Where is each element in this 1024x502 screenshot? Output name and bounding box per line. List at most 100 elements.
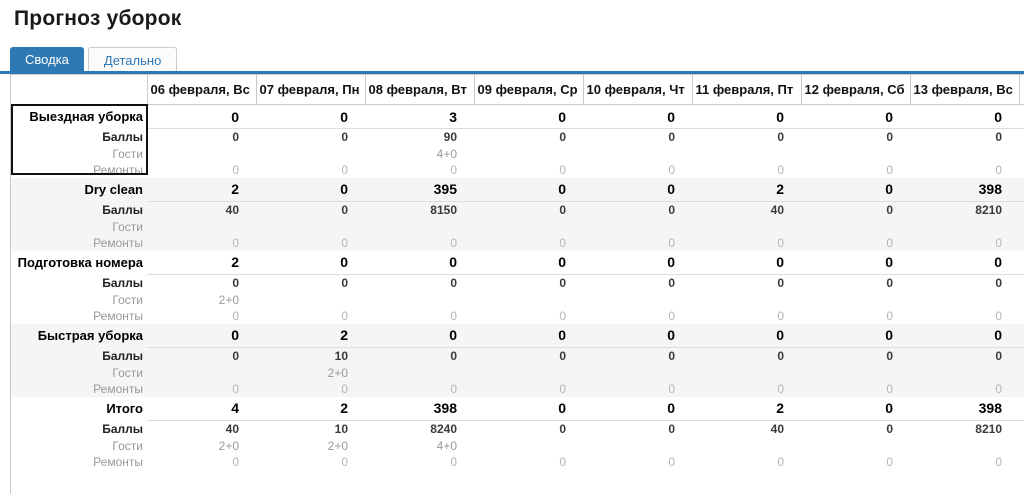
sub-value-cell[interactable] [583, 364, 692, 381]
sub-value-cell[interactable] [256, 292, 365, 308]
group-value-cell[interactable]: 0 [910, 323, 1019, 348]
sub-value-cell[interactable]: 0 [801, 380, 910, 397]
sub-value-cell[interactable] [365, 218, 474, 235]
group-label[interactable]: Быстрая уборка [11, 323, 147, 348]
sub-value-cell[interactable] [147, 364, 256, 381]
sub-value-cell[interactable]: 0 [668, 276, 675, 291]
group-value-cell[interactable]: 2 [147, 250, 256, 275]
sub-value-cell[interactable] [910, 218, 1019, 235]
sub-value-cell[interactable]: 0 [365, 380, 474, 397]
group-value-cell[interactable]: 0 [474, 177, 583, 202]
sub-value-cell[interactable]: 0 [668, 162, 675, 177]
sub-value-cell[interactable] [474, 438, 583, 454]
sub-value-cell[interactable]: 0 [256, 201, 365, 219]
group-value-cell[interactable]: 3 [365, 104, 474, 129]
sub-value-cell[interactable]: 0 [341, 162, 348, 177]
sub-value-cell[interactable]: 0 [583, 347, 692, 365]
group-value-cell[interactable]: 0 [365, 250, 474, 275]
sub-value-cell[interactable]: 0 [232, 162, 239, 177]
sub-value-cell[interactable]: 0 [995, 276, 1002, 291]
sub-value-cell[interactable]: 0 [777, 454, 784, 469]
group-value-cell[interactable]: 0 [692, 323, 801, 348]
sub-value-cell[interactable]: 0 [450, 454, 457, 469]
sub-value-cell[interactable]: 40 [692, 201, 801, 219]
sub-value-cell[interactable]: 40 [147, 201, 256, 219]
sub-value-cell[interactable]: 8210 [975, 422, 1002, 437]
sub-value-cell[interactable]: 8150 [365, 201, 474, 219]
sub-value-cell[interactable]: 0 [559, 162, 566, 177]
sub-value-cell[interactable]: 0 [583, 201, 692, 219]
sub-value-cell[interactable]: 0 [365, 347, 474, 365]
group-value-cell[interactable]: 4 [147, 396, 256, 421]
sub-value-cell[interactable] [474, 146, 583, 162]
group-value-cell[interactable]: 0 [910, 250, 1019, 275]
group-value-cell[interactable]: 0 [692, 104, 801, 129]
sub-value-cell[interactable]: 0 [801, 201, 910, 219]
sub-value-cell[interactable]: 0 [256, 380, 365, 397]
sub-value-cell[interactable] [365, 292, 474, 308]
group-value-cell[interactable]: 0 [365, 323, 474, 348]
sub-value-cell[interactable]: 0 [256, 234, 365, 251]
sub-value-cell[interactable] [801, 292, 910, 308]
sub-value-cell[interactable]: 0 [232, 454, 239, 469]
sub-value-cell[interactable] [910, 292, 1019, 308]
group-value-cell[interactable]: 0 [474, 104, 583, 129]
group-value-cell[interactable]: 2 [692, 396, 801, 421]
group-value-cell[interactable]: 0 [256, 250, 365, 275]
group-value-cell[interactable]: 0 [474, 323, 583, 348]
sub-value-cell[interactable]: 2+0 [218, 292, 239, 307]
sub-value-cell[interactable]: 0 [450, 162, 457, 177]
sub-value-cell[interactable]: 40 [770, 422, 784, 437]
group-value-cell[interactable]: 398 [365, 396, 474, 421]
sub-value-cell[interactable] [910, 438, 1019, 454]
sub-value-cell[interactable]: 0 [910, 380, 1019, 397]
sub-value-cell[interactable]: 0 [801, 234, 910, 251]
sub-value-cell[interactable]: 10 [256, 347, 365, 365]
sub-value-cell[interactable] [474, 218, 583, 235]
group-value-cell[interactable]: 0 [801, 177, 910, 202]
group-value-cell[interactable]: 398 [910, 396, 1019, 421]
sub-value-cell[interactable]: 0 [232, 276, 239, 291]
sub-value-cell[interactable]: 0 [559, 454, 566, 469]
sub-value-cell[interactable]: 0 [995, 454, 1002, 469]
sub-value-cell[interactable] [801, 438, 910, 454]
sub-value-cell[interactable]: 0 [886, 454, 893, 469]
sub-value-cell[interactable] [474, 292, 583, 308]
sub-value-cell[interactable]: 0 [341, 276, 348, 291]
group-value-cell[interactable]: 0 [583, 177, 692, 202]
group-value-cell[interactable]: 2 [147, 177, 256, 202]
sub-value-cell[interactable]: 0 [692, 380, 801, 397]
sub-value-cell[interactable] [801, 146, 910, 162]
sub-value-cell[interactable]: 0 [801, 347, 910, 365]
sub-value-cell[interactable]: 0 [692, 234, 801, 251]
sub-value-cell[interactable]: 0 [559, 130, 566, 145]
sub-value-cell[interactable]: 0 [692, 347, 801, 365]
sub-value-cell[interactable]: 2+0 [256, 364, 365, 381]
sub-value-cell[interactable]: 0 [147, 347, 256, 365]
sub-value-cell[interactable]: 0 [341, 130, 348, 145]
sub-value-cell[interactable]: 0 [995, 130, 1002, 145]
sub-value-cell[interactable]: 0 [910, 234, 1019, 251]
sub-value-cell[interactable] [692, 438, 801, 454]
sub-value-cell[interactable]: 0 [886, 130, 893, 145]
sub-value-cell[interactable] [365, 364, 474, 381]
sub-value-cell[interactable]: 0 [583, 380, 692, 397]
group-value-cell[interactable]: 0 [801, 396, 910, 421]
sub-value-cell[interactable]: 0 [886, 162, 893, 177]
sub-value-cell[interactable]: 0 [583, 234, 692, 251]
sub-value-cell[interactable] [583, 146, 692, 162]
sub-value-cell[interactable] [256, 146, 365, 162]
sub-value-cell[interactable]: 0 [232, 130, 239, 145]
sub-value-cell[interactable] [474, 364, 583, 381]
tab-detalno[interactable]: Детально [87, 47, 178, 71]
sub-value-cell[interactable]: 0 [365, 234, 474, 251]
sub-value-cell[interactable]: 0 [474, 380, 583, 397]
sub-value-cell[interactable] [692, 146, 801, 162]
sub-value-cell[interactable]: 10 [334, 422, 348, 437]
sub-value-cell[interactable] [583, 438, 692, 454]
sub-value-cell[interactable] [692, 218, 801, 235]
group-value-cell[interactable]: 2 [692, 177, 801, 202]
sub-value-cell[interactable]: 8240 [430, 422, 457, 437]
group-value-cell[interactable]: 0 [474, 396, 583, 421]
group-value-cell[interactable]: 0 [583, 250, 692, 275]
